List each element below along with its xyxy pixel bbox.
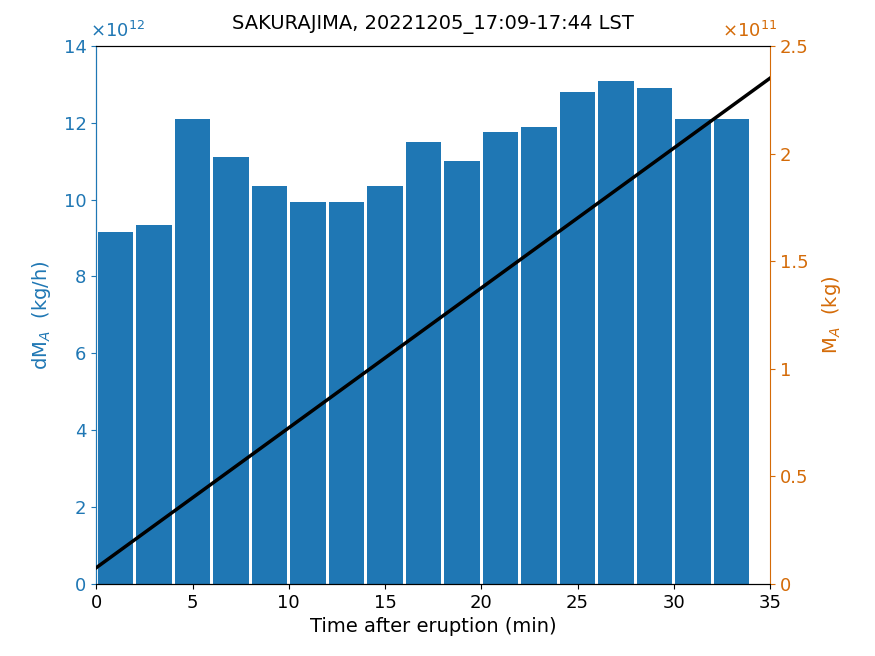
Bar [214,157,248,584]
Bar [175,119,210,584]
Bar [368,186,402,584]
Text: $\times10^{12}$: $\times10^{12}$ [89,20,144,41]
Bar [560,92,595,584]
Bar [444,161,480,584]
Bar [676,119,710,584]
Bar [136,224,172,584]
Bar [714,119,749,584]
Text: $\times10^{11}$: $\times10^{11}$ [722,20,777,41]
Bar [406,142,441,584]
Bar [522,127,556,584]
Bar [290,201,326,584]
Y-axis label: M$_A$  (kg): M$_A$ (kg) [820,276,843,354]
Bar [329,201,364,584]
Bar [252,186,287,584]
X-axis label: Time after eruption (min): Time after eruption (min) [310,617,556,636]
Bar [98,232,133,584]
Title: SAKURAJIMA, 20221205_17:09-17:44 LST: SAKURAJIMA, 20221205_17:09-17:44 LST [232,15,634,34]
Bar [637,88,672,584]
Y-axis label: dM$_A$  (kg/h): dM$_A$ (kg/h) [30,260,52,370]
Bar [598,81,633,584]
Bar [483,133,518,584]
